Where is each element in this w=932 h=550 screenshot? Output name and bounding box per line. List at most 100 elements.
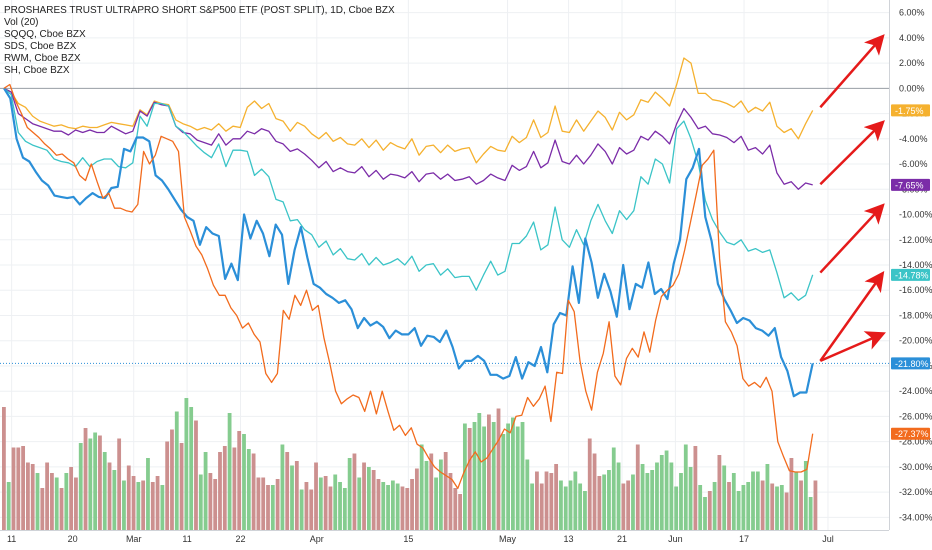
volume-bar [50, 473, 54, 530]
volume-bar [515, 426, 520, 530]
x-tick-label: Jun [668, 534, 683, 544]
volume-bar [371, 470, 376, 530]
volume-bar [736, 491, 741, 530]
last-value-label: -14.78% [895, 270, 929, 280]
volume-bar [194, 420, 198, 530]
x-tick-label: 22 [236, 534, 246, 544]
x-axis-panel [0, 530, 932, 550]
volume-bar [155, 476, 160, 530]
volume-bar [559, 480, 563, 530]
series-line-1 [3, 87, 813, 190]
y-tick-label: -20.00% [899, 336, 932, 346]
volume-bar [626, 480, 631, 530]
volume-bar [650, 470, 655, 530]
legend-sqqq: SQQQ, Cboe BZX [4, 29, 86, 40]
volume-bar [731, 473, 736, 530]
volume-bar [405, 488, 410, 530]
volume-bar [453, 488, 458, 530]
volume-bar [347, 458, 352, 530]
volume-bar [424, 461, 429, 530]
volume-bar [477, 413, 482, 530]
volume-bar [83, 428, 88, 530]
last-value-label: -27.37% [895, 429, 929, 439]
volume-bar [381, 482, 386, 530]
volume-bar [496, 408, 501, 530]
volume-bar [213, 479, 218, 530]
volume-bar [261, 477, 266, 530]
x-tick-label: 20 [68, 534, 78, 544]
volume-bar [376, 479, 381, 530]
volume-bar [237, 431, 242, 530]
volume-bar [136, 482, 141, 530]
volume-bar [208, 473, 213, 530]
volume-bar [794, 471, 799, 530]
volume-bar [59, 488, 64, 530]
volume-bar [789, 458, 794, 530]
volume-bar [429, 453, 434, 530]
volume-bar [511, 417, 515, 530]
volume-bar [655, 462, 659, 530]
y-tick-label: -10.00% [899, 210, 932, 220]
volume-bar [482, 426, 486, 530]
volume-bar [587, 438, 592, 530]
volume-bar [170, 429, 174, 530]
volume-bar [88, 438, 93, 530]
volume-bar [126, 465, 131, 530]
volume-bar [592, 453, 597, 530]
volume-bar [352, 453, 357, 530]
volume-bar [198, 474, 203, 530]
forecast-arrow-4 [819, 331, 886, 363]
volume-bar [386, 485, 390, 530]
last-value-badge [891, 178, 930, 191]
series-line-2 [3, 87, 814, 301]
volume-bar [333, 474, 338, 530]
volume-bar [578, 483, 583, 530]
volume-bar [54, 477, 59, 530]
volume-bar [30, 464, 35, 530]
volume-bar [342, 488, 347, 530]
volume-bar [693, 446, 698, 530]
volume-bar [21, 446, 26, 530]
volume-bar [189, 407, 194, 530]
volume-bar [462, 423, 467, 530]
volume-bar [102, 452, 107, 530]
volume-bar [400, 486, 405, 530]
volume-bar [554, 464, 559, 530]
volume-bars [2, 398, 818, 530]
x-tick-label: Apr [310, 534, 324, 544]
volume-bar [270, 485, 275, 530]
legend-sds: SDS, Cboe BZX [4, 41, 77, 52]
volume-bar [165, 441, 170, 530]
volume-bar [362, 462, 366, 530]
volume-bar [621, 483, 626, 530]
y-tick-label: -28.00% [899, 437, 932, 447]
x-tick-label: 13 [564, 534, 574, 544]
volume-bar [645, 473, 650, 530]
volume-bar [78, 443, 83, 530]
volume-bar [146, 458, 150, 530]
forecast-arrow-0 [819, 34, 885, 109]
volume-bar [698, 485, 703, 530]
series-line-4 [3, 83, 814, 490]
volume-bar [227, 413, 232, 530]
y-tick-label: -16.00% [899, 285, 932, 295]
legend-vol: Vol (20) [4, 17, 39, 28]
volume-bar [563, 486, 568, 530]
volume-bar [112, 470, 117, 530]
volume-bar [280, 444, 285, 530]
volume-bar [520, 422, 525, 530]
volume-bar [328, 486, 333, 530]
volume-bar [338, 482, 342, 530]
y-tick-label: 0.00% [899, 83, 925, 93]
volume-bar [539, 483, 544, 530]
volume-bar [535, 471, 539, 530]
volume-bar [410, 479, 414, 530]
volume-bar [717, 455, 722, 530]
volume-bar [414, 468, 419, 530]
legend-sh: SH, Cboe BZX [4, 65, 70, 76]
volume-bar [434, 477, 438, 530]
volume-bar [688, 467, 693, 530]
last-value-label: -7.65% [895, 180, 924, 190]
